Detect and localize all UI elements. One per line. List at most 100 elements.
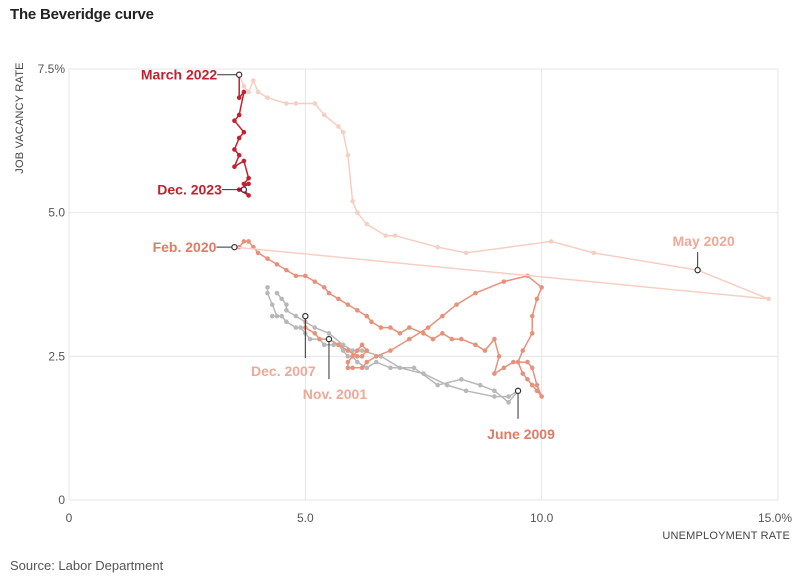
y-tick-label: 0: [58, 493, 65, 507]
annotation-marker: [235, 71, 243, 78]
data-point: [241, 89, 247, 95]
x-tick-label: 5.0: [297, 511, 314, 525]
data-point: [236, 112, 242, 118]
data-point: [529, 382, 535, 388]
annotation-label: June 2009: [487, 426, 555, 442]
data-point: [359, 354, 365, 359]
data-point: [383, 233, 388, 238]
data-point: [279, 313, 285, 319]
data-point: [340, 348, 346, 353]
data-point: [520, 371, 526, 376]
data-point: [369, 319, 374, 325]
data-point: [421, 371, 426, 376]
data-point: [534, 296, 540, 302]
data-point: [246, 193, 251, 198]
data-point: [355, 354, 360, 359]
data-point: [444, 382, 450, 388]
data-point: [345, 365, 351, 371]
annotation-march-2022: March 2022: [141, 67, 243, 83]
data-point: [241, 129, 247, 135]
data-point: [265, 256, 270, 261]
data-point: [501, 279, 507, 284]
data-point: [392, 233, 398, 238]
data-point: [425, 325, 431, 330]
data-point: [246, 239, 251, 244]
data-point: [345, 348, 351, 353]
data-point: [355, 359, 360, 365]
y-tick-label: 5.0: [48, 206, 65, 220]
series-1: [236, 239, 544, 399]
data-point: [317, 336, 322, 342]
data-point: [529, 365, 535, 371]
data-point: [269, 313, 275, 319]
source-note: Source: Labor Department: [10, 558, 164, 573]
data-point: [407, 336, 412, 342]
data-point: [534, 388, 540, 394]
annotation-feb-2020: Feb. 2020: [153, 239, 238, 255]
data-point: [397, 331, 403, 336]
data-point: [473, 290, 478, 296]
annotation-marker: [240, 186, 248, 193]
data-point: [274, 313, 280, 319]
data-point: [265, 95, 270, 101]
data-point: [336, 124, 341, 129]
data-point: [473, 342, 478, 348]
series-line: [234, 74, 770, 300]
data-point: [241, 83, 247, 89]
data-point: [236, 95, 242, 101]
data-point: [232, 118, 237, 124]
data-point: [506, 394, 511, 399]
data-point: [269, 302, 275, 307]
x-tick-label: 10.0: [530, 511, 554, 525]
data-point: [307, 336, 313, 342]
data-point: [312, 325, 318, 330]
data-point: [525, 377, 530, 382]
data-point: [345, 152, 351, 158]
data-point: [506, 400, 511, 405]
data-point: [326, 331, 332, 336]
data-point: [274, 262, 280, 267]
data-point: [284, 101, 289, 106]
data-point: [345, 302, 351, 307]
series-0: [265, 285, 521, 405]
y-axis-title: JOB VACANCY RATE: [14, 62, 26, 173]
y-tick-label: 7.5%: [38, 62, 66, 76]
data-point: [440, 331, 445, 336]
data-point: [293, 313, 299, 319]
data-point: [407, 325, 412, 330]
data-point: [241, 239, 247, 244]
data-point: [336, 342, 341, 348]
data-point: [255, 89, 261, 95]
data-point: [359, 342, 365, 348]
annotation-marker: [325, 335, 333, 343]
annotation-dec-2023: Dec. 2023: [157, 182, 248, 198]
data-point: [255, 250, 261, 256]
annotation-label: Nov. 2001: [303, 386, 368, 402]
data-point: [284, 308, 289, 313]
data-point: [411, 365, 417, 371]
data-point: [492, 371, 497, 376]
data-point: [350, 354, 355, 359]
data-point: [501, 365, 507, 371]
data-point: [236, 152, 242, 158]
data-point: [529, 331, 535, 336]
data-point: [355, 210, 360, 215]
data-point: [312, 279, 318, 284]
data-point: [246, 89, 251, 95]
annotation-label: May 2020: [673, 233, 735, 249]
data-point: [236, 135, 242, 141]
annotation-label: Dec. 2023: [157, 182, 222, 198]
annotation-june-2009: June 2009: [487, 387, 555, 442]
data-point: [435, 382, 440, 388]
data-point: [312, 331, 318, 336]
y-tick-label: 2.5: [48, 349, 65, 363]
data-point: [373, 354, 379, 359]
data-point: [340, 129, 346, 135]
data-point: [246, 181, 251, 187]
data-point: [274, 290, 280, 296]
data-point: [492, 336, 497, 342]
data-point: [591, 250, 596, 256]
data-point: [520, 348, 526, 353]
data-point: [350, 348, 355, 353]
